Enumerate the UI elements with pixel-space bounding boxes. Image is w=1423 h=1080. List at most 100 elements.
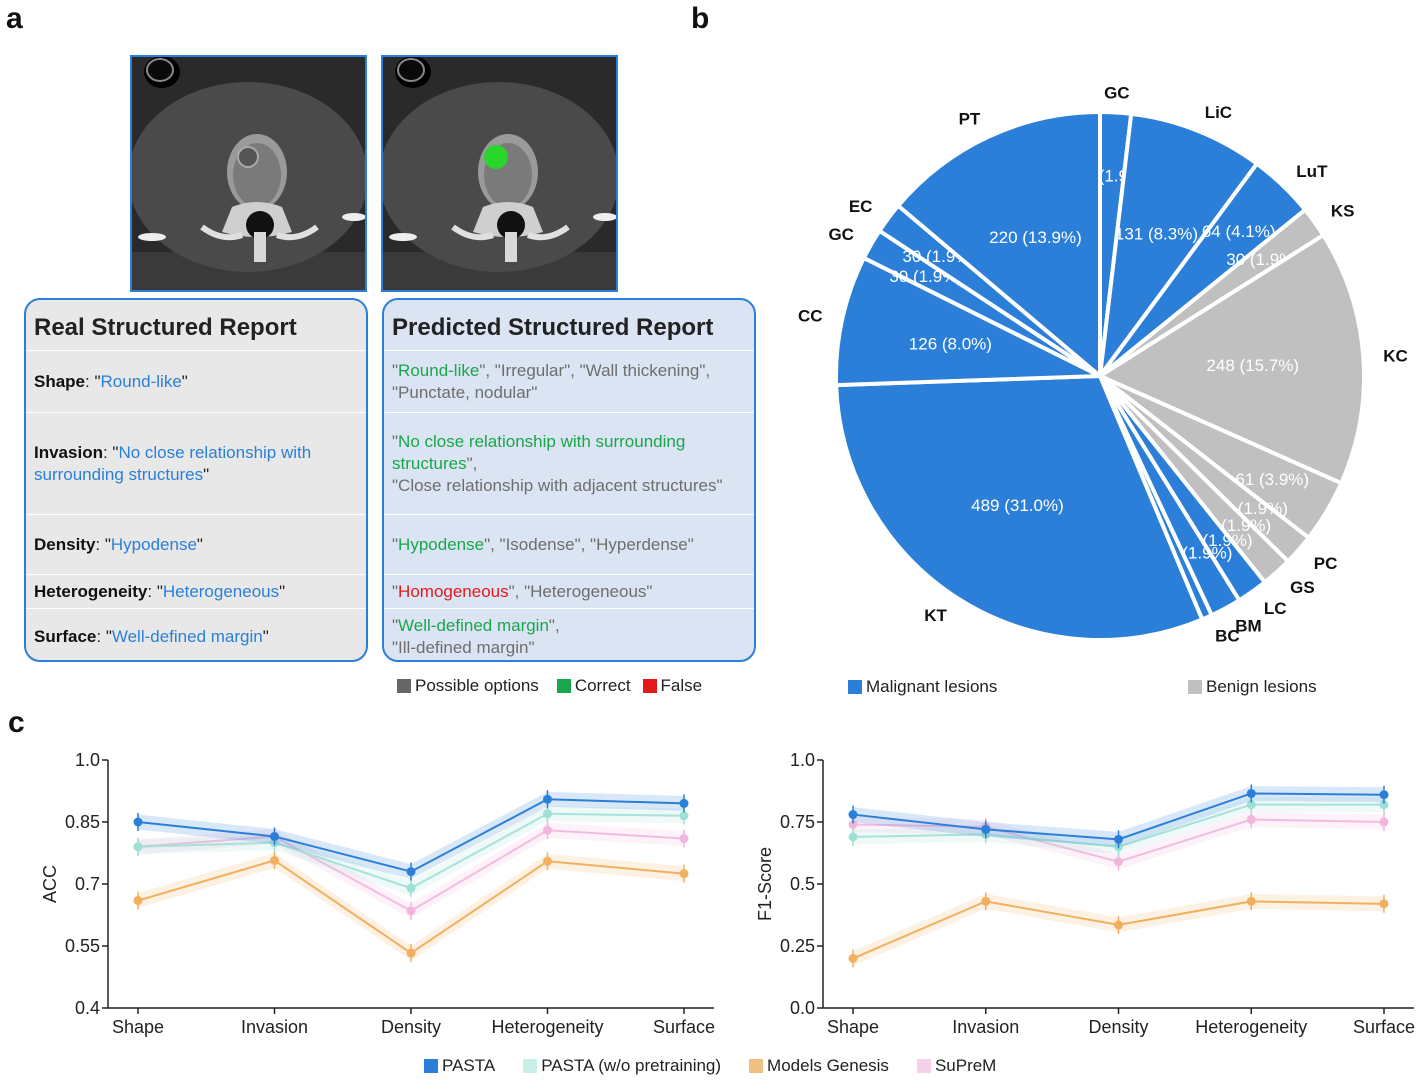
pie-category-label-ks-3: KS	[1331, 202, 1355, 221]
point-suprem-3	[1246, 815, 1256, 825]
line-legend: PASTA PASTA (w/o pretraining) Models Gen…	[424, 1056, 996, 1076]
y-tick-label: 0.7	[75, 874, 100, 894]
point-models_genesis-4	[1379, 899, 1389, 909]
benign-swatch	[1188, 680, 1202, 694]
pie-value-label-11: 489 (31.0%)	[971, 496, 1064, 515]
false-swatch	[642, 679, 657, 693]
pie-category-label-bc-10: BC	[1215, 627, 1240, 646]
pred-report-title: Predicted Structured Report	[392, 314, 714, 341]
point-pasta-2	[1114, 834, 1123, 844]
predicted-structured-report: Predicted Structured Report "Round-like"…	[382, 298, 756, 662]
y-tick-label: 0.5	[790, 874, 815, 894]
y-tick-label: 0.85	[65, 812, 100, 832]
point-pasta-0	[848, 810, 858, 820]
acc-line-chart: 0.4 0.55 0.7 0.85 1.0 Shape Invasion Density Het…	[40, 750, 715, 1037]
pie-value-label-1: 131 (8.3%)	[1115, 225, 1198, 244]
point-models_genesis-0	[848, 953, 858, 963]
pie-value-label-12: 126 (8.0%)	[909, 334, 992, 353]
pie-value-label-4: 248 (15.7%)	[1206, 356, 1299, 375]
point-models_genesis-4	[679, 869, 689, 879]
pie-value-label-15: 220 (13.9%)	[989, 228, 1082, 247]
x-tick-label-shape: Shape	[112, 1017, 164, 1037]
legend-suprem: SuPreM	[934, 1056, 997, 1075]
pie-value-label-5: 61 (3.9%)	[1235, 470, 1309, 489]
point-suprem-4	[679, 834, 689, 844]
pie-category-label-cc-12: CC	[798, 307, 823, 326]
y-axis-label: ACC	[40, 865, 60, 903]
x-tick-label-surface: Surface	[1353, 1017, 1415, 1037]
x-tick-label-shape: Shape	[827, 1017, 879, 1037]
pie-slice-kt-11	[834, 373, 1205, 642]
point-models_genesis-1	[270, 855, 279, 865]
point-pasta-3	[1246, 788, 1256, 798]
series-pasta_wo	[133, 804, 689, 898]
pie-category-label-gc-13: GC	[828, 225, 854, 244]
y-tick-label: 0.25	[780, 936, 815, 956]
point-pasta-3	[543, 794, 552, 804]
y-tick-label: 0.0	[790, 998, 815, 1018]
legend-pasta: PASTA	[442, 1056, 496, 1075]
pred-row-density: "Hypodense", "Isodense", "Hyperdense"	[384, 514, 754, 574]
real-surface-value: Well-defined margin	[111, 626, 263, 646]
point-pasta-4	[1379, 790, 1389, 800]
pie-category-label-kt-11: KT	[924, 606, 947, 625]
x-tick-label-density: Density	[381, 1017, 441, 1037]
series-band-pasta	[138, 791, 684, 880]
pie-category-label-pc-6: PC	[1314, 554, 1338, 573]
real-row-heterogeneity: Heterogeneity: "Heterogeneous"	[26, 574, 366, 608]
panel-letter-a: a	[6, 2, 23, 35]
pie-value-label-2: 64 (4.1%)	[1202, 222, 1276, 241]
y-tick-label: 1.0	[790, 750, 815, 770]
pred-row-invasion: "No close relationship with surrounding …	[384, 412, 754, 514]
point-pasta_wo-2	[406, 883, 416, 893]
real-density-value: Hypodense	[110, 534, 197, 554]
x-tick-label-heterogeneity: Heterogeneity	[491, 1017, 603, 1037]
pie-category-label-lut-2: LuT	[1296, 162, 1328, 181]
report-legend: Possible options Correct False	[397, 676, 702, 696]
real-heterogeneity-value: Heterogeneous	[162, 581, 280, 601]
pie-category-label-gs-7: GS	[1290, 578, 1315, 597]
pie-category-label-bm-9: BM	[1235, 617, 1261, 636]
pie-category-label-ec-14: EC	[849, 197, 873, 216]
point-pasta-4	[679, 798, 689, 808]
real-row-surface: Surface: "Well-defined margin"	[26, 608, 366, 660]
legend-models-genesis: Models Genesis	[767, 1056, 889, 1075]
pie-slice-lic-1	[1097, 111, 1260, 384]
real-invasion-value: No close relationship with surrounding s…	[34, 442, 312, 484]
point-suprem-0	[848, 819, 858, 829]
malignant-swatch	[848, 680, 862, 694]
ct-image-predicted	[381, 55, 618, 292]
axes: 0.0 0.25 0.5 0.75 1.0 Shape Invasion Density Het…	[755, 750, 1415, 1037]
suprem-swatch	[916, 1059, 931, 1073]
series-models_genesis	[133, 851, 689, 963]
point-pasta-1	[270, 831, 279, 841]
y-axis-label: F1-Score	[755, 847, 775, 921]
point-pasta_wo-3	[543, 809, 552, 819]
legend-correct: Correct	[574, 676, 631, 695]
point-suprem-2	[406, 906, 416, 916]
real-structured-report: Real Structured Report Shape: "Round-lik…	[24, 298, 368, 662]
ct-image-real	[130, 55, 367, 292]
f1-line-chart: 0.0 0.25 0.5 0.75 1.0 Shape Invasion Density Het…	[755, 750, 1415, 1037]
x-tick-label-invasion: Invasion	[952, 1017, 1019, 1037]
y-tick-label: 1.0	[75, 750, 100, 770]
pie-category-label-lc-8: LC	[1264, 599, 1287, 618]
series-models_genesis	[848, 892, 1389, 968]
pie-legend-benign: Benign lesions	[1188, 677, 1317, 697]
pie-category-label-lic-1: LiC	[1205, 103, 1232, 122]
possible-swatch	[397, 679, 411, 693]
y-tick-label: 0.75	[780, 812, 815, 832]
series-pasta	[848, 784, 1389, 849]
panel-letter-c: c	[8, 706, 25, 739]
pie-legend-malignant: Malignant lesions	[848, 677, 997, 697]
point-pasta-1	[981, 824, 991, 834]
pasta-wo-swatch	[523, 1059, 538, 1073]
pie-category-label-pt-15: PT	[959, 109, 981, 128]
point-pasta-0	[133, 817, 143, 827]
real-row-shape: Shape: "Round-like"	[26, 350, 366, 412]
axes: 0.4 0.55 0.7 0.85 1.0 Shape Invasion Density Het…	[40, 750, 715, 1037]
real-report-title: Real Structured Report	[34, 314, 297, 341]
series-band-suprem	[138, 822, 684, 919]
point-pasta_wo-0	[848, 832, 858, 842]
